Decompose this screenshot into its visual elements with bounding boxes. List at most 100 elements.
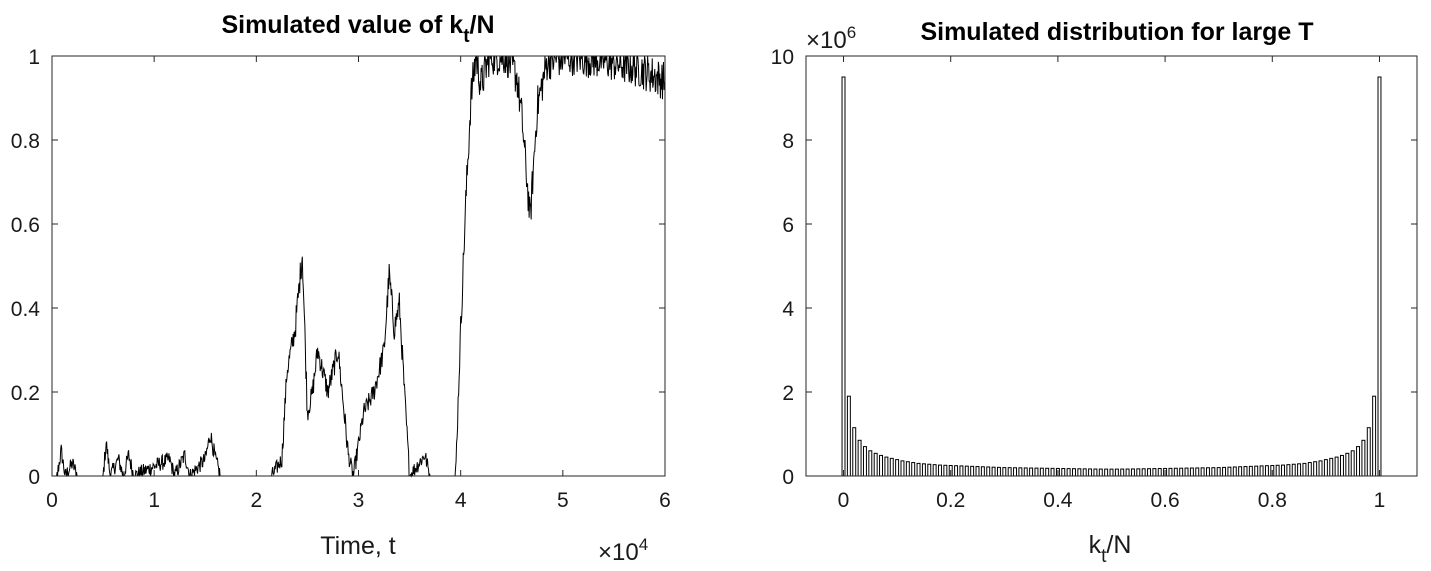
right-bar: [1104, 468, 1109, 477]
right-bar: [1200, 467, 1205, 477]
right-bar: [1372, 395, 1377, 477]
right-ytick-label: 6: [782, 214, 794, 237]
left-series-line: [52, 55, 666, 478]
right-bar: [1195, 467, 1200, 477]
right-bar: [1206, 467, 1210, 477]
right-bar: [1318, 460, 1323, 477]
right-ytick-label: 0: [782, 466, 794, 489]
right-bar: [1286, 464, 1291, 477]
right-bar: [895, 459, 900, 477]
left-xtick-label: 0: [46, 489, 58, 512]
left-xlabel: Time, t: [320, 532, 396, 560]
right-bar: [1173, 467, 1178, 477]
right-bar: [911, 462, 916, 477]
right-bar: [841, 76, 846, 477]
right-ytick-label: 2: [782, 382, 794, 405]
right-bar: [905, 461, 910, 477]
right-bar: [991, 466, 996, 477]
left-ytick-label: 0.8: [11, 130, 40, 153]
right-bar: [1211, 467, 1216, 477]
right-bar: [879, 454, 884, 477]
right-bar: [959, 465, 964, 477]
left-title: Simulated value of kt/N: [221, 11, 494, 47]
right-ytick-label: 4: [782, 298, 794, 321]
right-bar: [852, 427, 857, 477]
right-bar: [884, 456, 889, 477]
right-bar: [1098, 468, 1103, 477]
right-bar: [1345, 452, 1350, 477]
right-axes-box: [805, 55, 1418, 477]
left-xtick-label: 4: [455, 489, 467, 512]
left-ytick-label: 0.2: [11, 382, 40, 405]
right-bar: [1147, 468, 1151, 477]
left-ytick-label: 0: [28, 466, 40, 489]
right-bar: [1109, 468, 1114, 477]
right-bar: [1189, 467, 1194, 477]
right-bar: [1334, 456, 1339, 477]
right-bar: [1313, 461, 1318, 477]
right-bar: [1184, 467, 1189, 477]
right-xtick-label: 0.8: [1258, 489, 1287, 512]
right-bar: [954, 465, 959, 477]
right-bar: [943, 464, 948, 477]
right-bar: [1023, 467, 1028, 477]
right-bar: [1066, 468, 1071, 477]
left-ytick-label: 1: [28, 46, 40, 69]
right-xtick-label: 1: [1374, 489, 1386, 512]
right-bar: [1302, 462, 1307, 477]
right-xtick-label: 0.6: [1150, 489, 1179, 512]
right-bar-group: [841, 76, 1382, 477]
right-bar: [1093, 468, 1098, 477]
left-xtick-label: 1: [148, 489, 160, 512]
left-xtick-label: 3: [353, 489, 365, 512]
right-bar: [1114, 468, 1119, 477]
right-bar: [1243, 466, 1248, 477]
right-bar: [1248, 465, 1253, 477]
left-xtick-label: 6: [659, 489, 671, 512]
right-bar: [996, 466, 1001, 477]
right-xtick-label: 0: [838, 489, 850, 512]
right-bar: [1275, 464, 1280, 477]
right-bar: [1136, 468, 1141, 477]
right-bar: [1361, 439, 1366, 477]
right-xlabel: kt/N: [1089, 531, 1132, 567]
left-plot: Simulated value of kt/N 0 1 2 3 4 5 6 0 0.2 0.4 0.…: [11, 11, 671, 566]
left-ytick-label: 0.4: [11, 298, 41, 321]
left-axes-box: [51, 55, 666, 477]
right-bar: [868, 450, 873, 477]
right-bar: [970, 465, 975, 477]
right-bar: [1377, 76, 1382, 477]
right-bar: [975, 466, 980, 477]
right-bar: [1168, 467, 1173, 477]
right-bar: [1157, 468, 1162, 477]
right-plot: ×106 Simulated distribution for large T …: [771, 18, 1418, 567]
right-title: Simulated distribution for large T: [920, 18, 1313, 46]
left-x-exponent: ×104: [598, 535, 648, 566]
right-bar: [846, 395, 851, 477]
left-series-line-group: [52, 55, 666, 478]
right-bar: [980, 466, 985, 477]
right-bar: [1281, 464, 1285, 477]
right-bar: [921, 463, 926, 477]
right-bar: [1232, 466, 1237, 477]
right-y-exponent: ×106: [806, 23, 856, 54]
right-bar: [1259, 465, 1264, 477]
right-bar: [1034, 467, 1039, 477]
right-bar: [1082, 468, 1087, 477]
right-ytick-label: 10: [771, 46, 794, 69]
right-bar: [1222, 466, 1227, 477]
right-bar: [1264, 465, 1269, 477]
right-bar: [1029, 467, 1034, 477]
right-bar: [1002, 467, 1007, 477]
right-bar: [1088, 468, 1093, 477]
right-bar: [1339, 454, 1344, 477]
right-bar: [1297, 463, 1302, 477]
right-bar: [964, 465, 969, 477]
right-bar: [1291, 463, 1296, 477]
right-bar: [1323, 459, 1328, 477]
right-bar: [1350, 450, 1355, 477]
right-bar: [1227, 466, 1232, 477]
right-bar: [1356, 446, 1361, 477]
left-tick-group: 0 1 2 3 4 5 6 0 0.2 0.4 0.6 0.8 1: [11, 46, 671, 512]
